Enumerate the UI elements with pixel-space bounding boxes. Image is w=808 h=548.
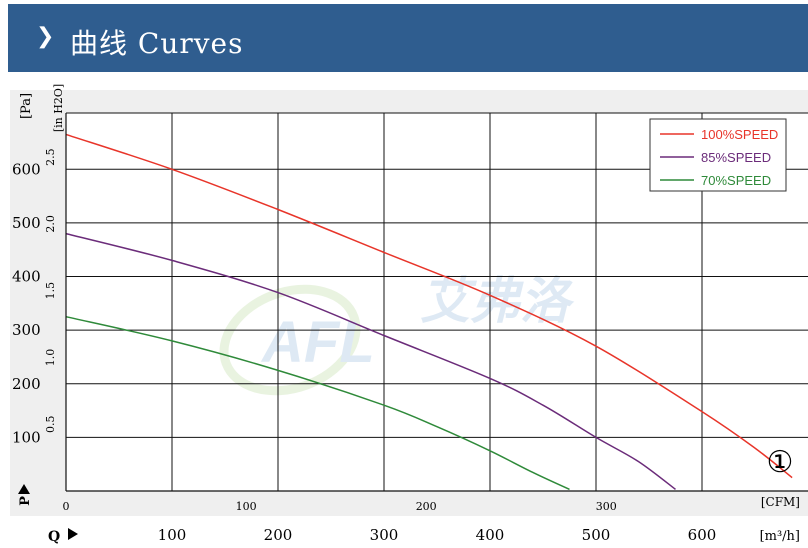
series-layer [65,133,793,491]
y-inh2o-tick-label: 2.0 [44,215,57,233]
y-pa-tick-label: 300 [12,321,41,339]
x-cfm-axis-label: [CFM] [761,495,800,509]
y-inh2o-tick-label: 0.5 [44,415,57,433]
x-m3h-tick-label: 600 [688,526,717,544]
x-cfm-tick-label: 0 [63,500,70,513]
arrow-up-icon [18,484,30,494]
x-cfm-tick-label: 100 [236,500,257,513]
y-inh2o-tick-label: 1.0 [44,349,57,367]
y-pa-axis-label: [Pa] [19,93,34,119]
x-m3h-axis-label: [m³/h] [760,529,800,544]
legend-label-3: 70%SPEED [701,173,771,188]
x-m3h-tick-label: 400 [476,526,505,544]
x-m3h-tick-label: 500 [582,526,611,544]
y-inh2o-tick-label: 1.5 [44,282,57,300]
series-line-3 [65,315,570,491]
svg-text:AFL: AFL [260,310,375,375]
grid-lines [66,112,808,491]
y-pa-tick-label: 500 [12,214,41,232]
y-inh2o-axis-label: [in H2O] [52,84,65,132]
x-m3h-tick-label: 300 [370,526,399,544]
x-cfm-tick-label: 200 [416,500,437,513]
arrow-right-icon [68,528,78,540]
flow-marker: Q [48,529,60,545]
legend-label-1: 100%SPEED [701,127,778,142]
series-line-1 [65,133,793,479]
pressure-marker: P [18,496,33,506]
y-pa-tick-label: 200 [12,375,41,393]
x-m3h-tick-label: 100 [158,526,187,544]
y-pa-tick-label: 600 [12,160,41,178]
watermark-logo: AFL 艾弗洛 [219,273,575,396]
chevron-right-icon: ❯ [36,24,55,49]
axes: 100 200 300 400 500 600 100 200 300 400 500 600 0 100… [12,84,808,545]
section-title: 曲线 Curves [70,27,244,60]
legend-label-2: 85%SPEED [701,150,771,165]
y-pa-tick-label: 400 [12,268,41,286]
x-cfm-tick-label: 300 [596,500,617,513]
y-inh2o-tick-label: 2.5 [44,148,57,166]
watermark-text: 艾弗洛 [420,273,575,329]
y-pa-tick-label: 100 [12,428,41,446]
series-line-2 [65,232,676,490]
legend: 100%SPEED 85%SPEED 70%SPEED [649,118,787,192]
section-header: ❯ 曲线 Curves [8,4,808,72]
x-m3h-tick-label: 200 [264,526,293,544]
curve-id-marker: ① [767,445,794,480]
